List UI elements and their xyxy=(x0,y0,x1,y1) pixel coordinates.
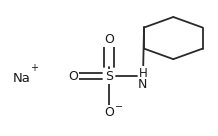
Text: Na: Na xyxy=(13,72,31,85)
Text: O: O xyxy=(104,33,114,46)
Text: O: O xyxy=(104,106,114,119)
Text: H: H xyxy=(138,67,147,80)
Text: −: − xyxy=(115,102,123,112)
Text: +: + xyxy=(30,63,38,73)
Text: O: O xyxy=(68,70,78,83)
Text: N: N xyxy=(138,78,148,91)
Text: S: S xyxy=(105,70,113,83)
